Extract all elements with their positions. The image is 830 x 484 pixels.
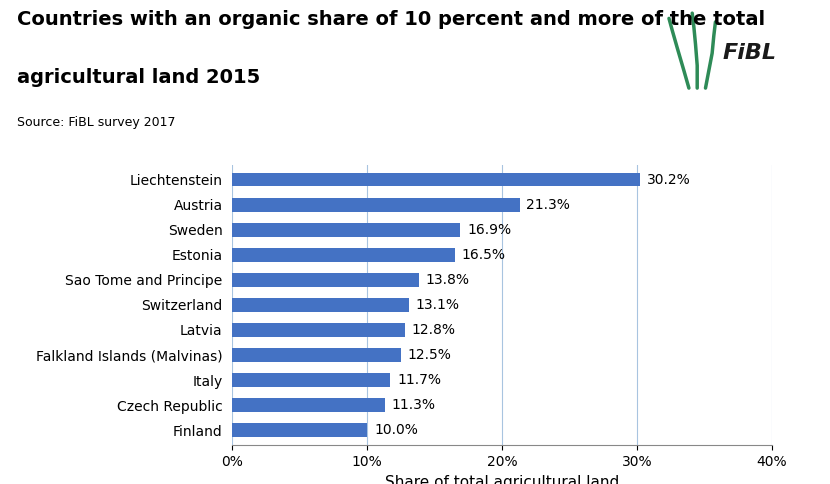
Text: 21.3%: 21.3% bbox=[526, 197, 570, 212]
Bar bbox=[232, 323, 405, 337]
Bar bbox=[232, 223, 461, 237]
Text: 10.0%: 10.0% bbox=[374, 423, 417, 437]
Text: 11.3%: 11.3% bbox=[392, 398, 436, 412]
X-axis label: Share of total agricultural land: Share of total agricultural land bbox=[385, 474, 619, 484]
Bar bbox=[232, 198, 520, 212]
Text: 30.2%: 30.2% bbox=[647, 173, 691, 187]
Text: FiBL: FiBL bbox=[722, 43, 776, 63]
Text: agricultural land 2015: agricultural land 2015 bbox=[17, 68, 260, 87]
Bar bbox=[232, 248, 455, 262]
Bar bbox=[232, 398, 385, 412]
Bar bbox=[232, 373, 390, 387]
Text: 12.5%: 12.5% bbox=[408, 348, 452, 362]
Text: 13.1%: 13.1% bbox=[416, 298, 460, 312]
Text: 11.7%: 11.7% bbox=[397, 373, 441, 387]
Text: 12.8%: 12.8% bbox=[412, 323, 456, 337]
Text: Source: FiBL survey 2017: Source: FiBL survey 2017 bbox=[17, 116, 175, 129]
Text: 16.9%: 16.9% bbox=[467, 223, 511, 237]
Bar bbox=[232, 424, 368, 437]
Text: Countries with an organic share of 10 percent and more of the total: Countries with an organic share of 10 pe… bbox=[17, 10, 764, 29]
Bar bbox=[232, 173, 640, 186]
Bar bbox=[232, 298, 409, 312]
Bar bbox=[232, 273, 418, 287]
Bar bbox=[232, 348, 401, 362]
Text: 16.5%: 16.5% bbox=[461, 248, 505, 262]
Text: 13.8%: 13.8% bbox=[425, 273, 469, 287]
